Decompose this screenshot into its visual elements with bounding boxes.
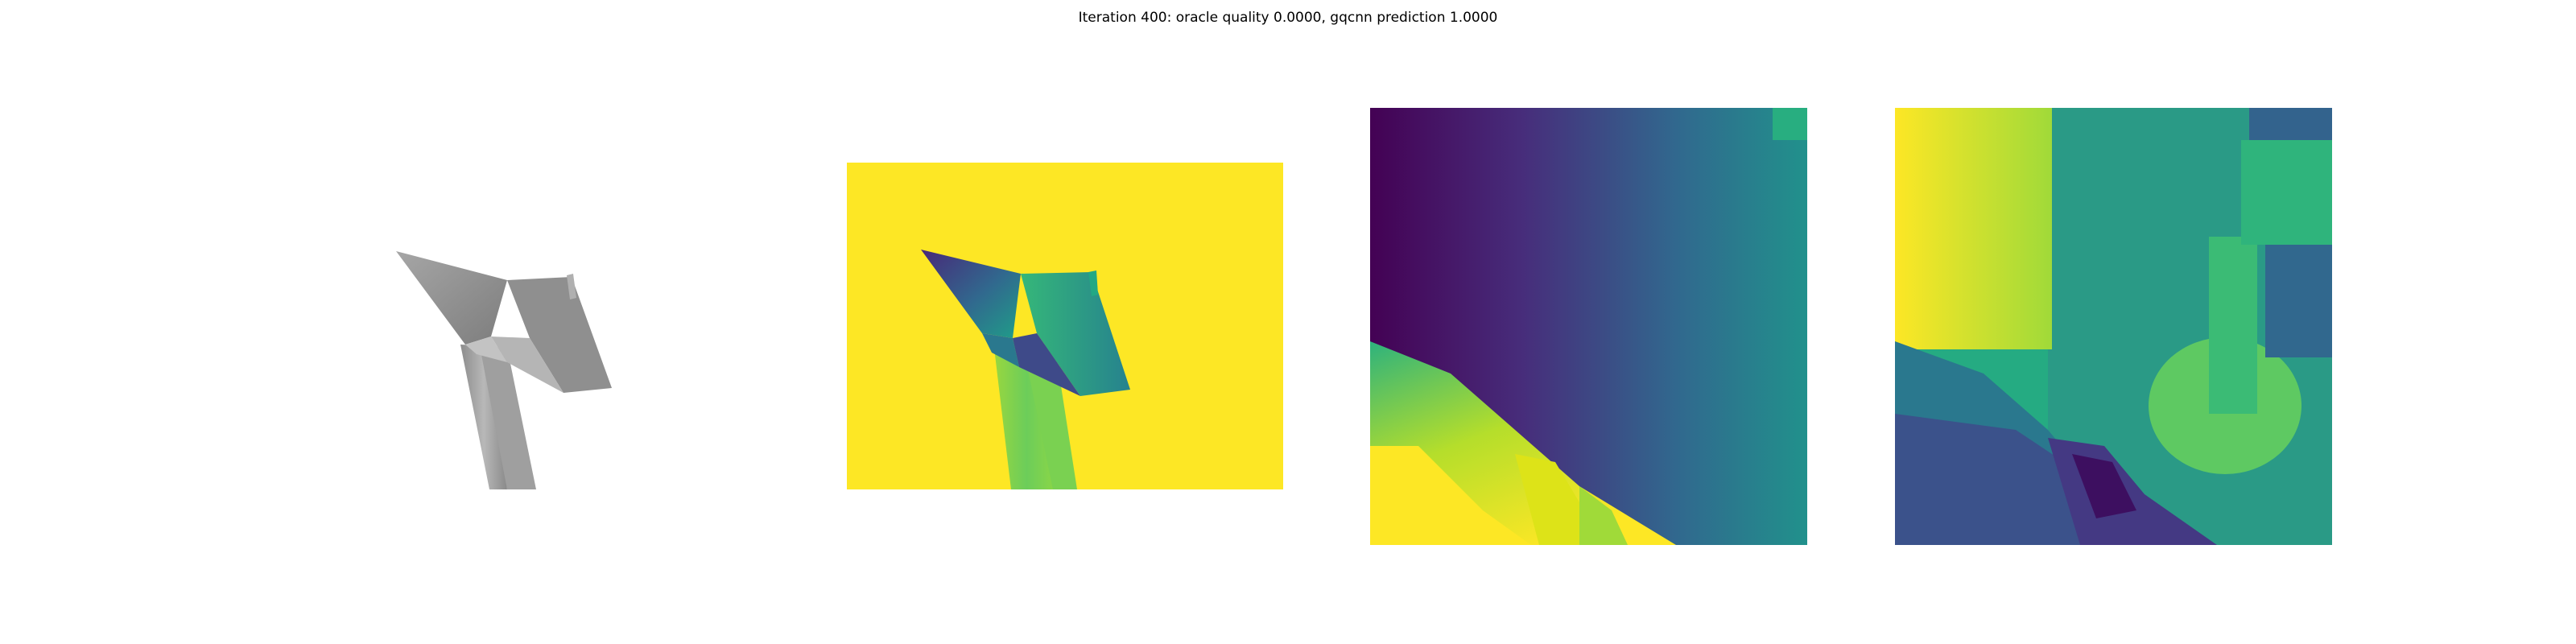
figure-title: Iteration 400: oracle quality 0.0000, gq… (1078, 10, 1498, 26)
rendered-object-image (396, 251, 612, 489)
depth-crop-2-image (1895, 108, 2332, 545)
rendered-object-panel (386, 242, 612, 499)
depth-image (847, 163, 1283, 489)
depth-image-panel (847, 163, 1283, 489)
depth-crop-2-panel (1895, 108, 2332, 545)
depth-crop-1-panel (1370, 108, 1807, 545)
depth-crop-1-image (1370, 108, 1807, 545)
